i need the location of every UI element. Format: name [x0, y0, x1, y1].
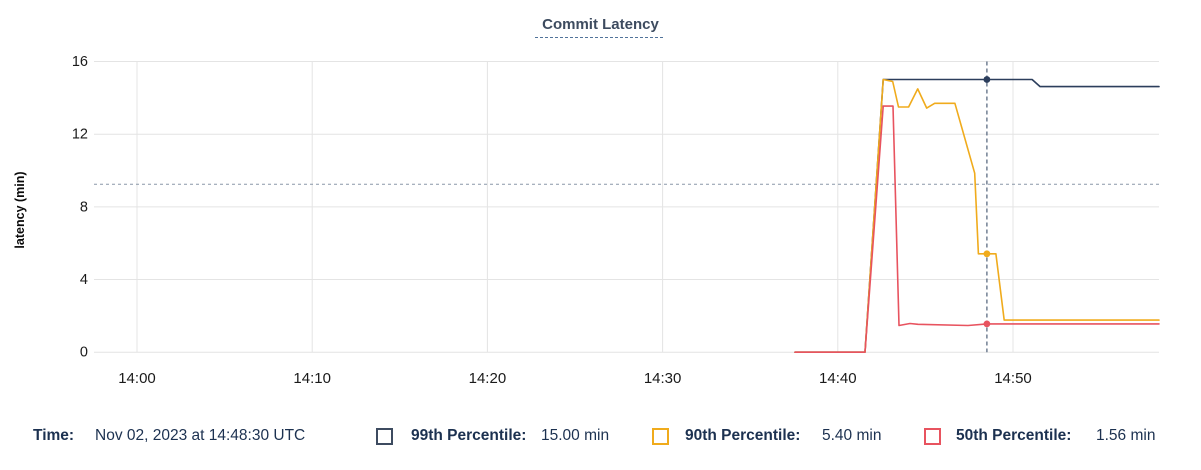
svg-text:14:00: 14:00 [118, 370, 156, 387]
svg-text:4: 4 [80, 272, 88, 288]
svg-text:14:40: 14:40 [819, 370, 857, 387]
svg-text:8: 8 [80, 199, 88, 215]
svg-text:12: 12 [72, 127, 88, 143]
svg-text:14:20: 14:20 [469, 370, 507, 387]
svg-text:0: 0 [80, 345, 88, 361]
svg-text:14:50: 14:50 [994, 370, 1032, 387]
svg-text:14:10: 14:10 [293, 370, 331, 387]
svg-text:16: 16 [72, 54, 88, 70]
svg-text:14:30: 14:30 [644, 370, 682, 387]
